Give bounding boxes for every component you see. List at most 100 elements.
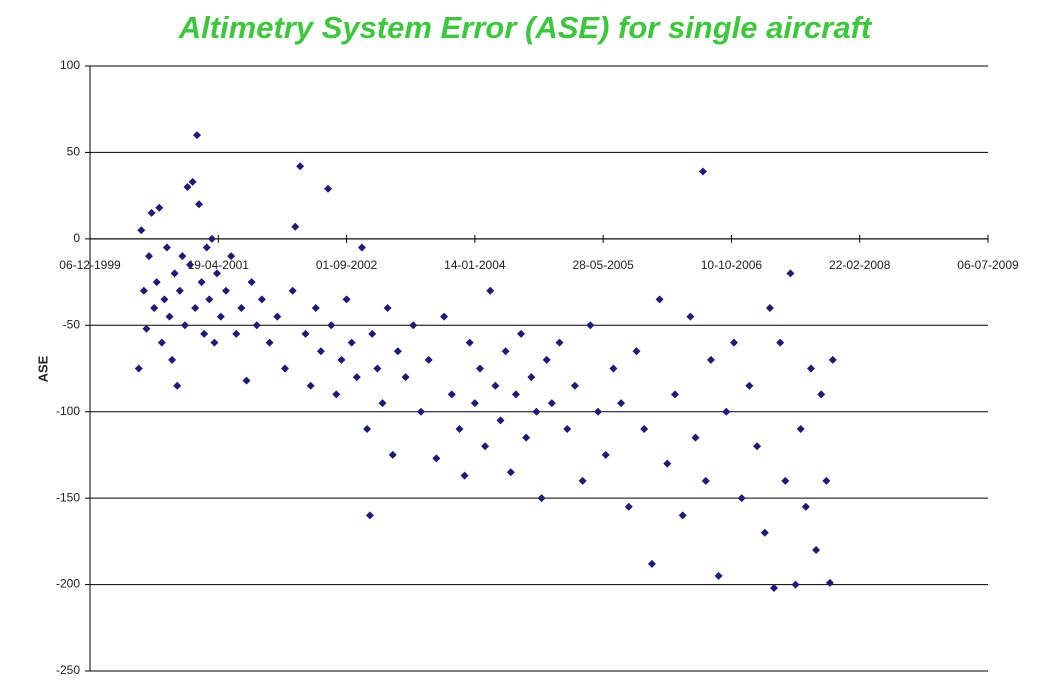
point [517,329,526,338]
point [247,278,256,287]
point [291,222,300,231]
point [737,494,746,503]
point [152,278,161,287]
point [155,203,164,212]
point [822,476,831,485]
point [801,502,810,511]
x-tick-label: 01-09-2002 [316,258,378,272]
point [786,269,795,278]
point [357,243,366,252]
point [242,376,251,385]
x-tick-label: 22-02-2008 [829,258,891,272]
point [416,407,425,416]
point [806,364,815,373]
point [168,355,177,364]
x-tick-label: 06-07-2009 [957,258,1019,272]
point [265,338,274,347]
x-tick-label: 14-01-2004 [444,258,506,272]
point [663,459,672,468]
point [192,131,201,140]
point [393,347,402,356]
point [311,304,320,312]
point [137,226,146,235]
point [460,471,469,480]
point [486,286,495,295]
point [373,364,382,373]
point [207,234,216,243]
point [186,260,195,269]
point [424,355,433,364]
point [301,329,310,338]
point [180,321,189,330]
point [200,329,209,338]
point [586,321,595,330]
point [160,295,169,304]
point [447,390,456,399]
point [686,312,695,321]
point [409,321,418,330]
point [455,425,464,433]
point [363,425,372,433]
point [729,338,738,347]
point [232,329,241,338]
point [511,390,520,399]
point [828,355,837,364]
point [202,243,211,252]
point [162,243,171,252]
point [706,355,715,364]
y-tick-label: 100 [60,58,80,72]
point [640,425,649,433]
point [316,347,325,356]
point [655,295,664,304]
point [547,399,556,408]
point [188,177,197,186]
point [745,381,754,390]
point [388,450,397,459]
point [213,269,222,278]
point [501,347,510,356]
point [142,324,151,333]
point [150,304,159,312]
point [470,399,479,408]
point [527,373,536,382]
point [776,338,785,347]
point [342,295,351,304]
point [347,338,356,347]
point [173,381,182,390]
point [812,546,821,554]
point [491,381,500,390]
point [537,494,546,503]
point [139,286,148,295]
y-tick-label: -50 [63,317,81,331]
point [506,468,515,477]
y-tick-label: -250 [56,663,80,677]
y-tick-label: 50 [67,145,81,159]
x-tick-label: 28-05-2005 [572,258,634,272]
point [760,528,769,537]
point [401,373,410,382]
y-tick-label: 0 [73,231,80,245]
point [609,364,618,373]
point [781,476,790,485]
x-tick-label: 06-12-1999 [59,258,121,272]
point [522,433,531,442]
x-tick-label: 19-04-2001 [188,258,250,272]
point [475,364,484,373]
point [195,200,204,209]
point [563,425,572,433]
point [337,355,346,364]
point [617,399,626,408]
point [691,433,700,442]
point [288,286,297,295]
point [237,304,246,312]
point [624,502,633,511]
point [555,338,564,347]
chart-title: Altimetry System Error (ASE) for single … [178,10,873,45]
point [327,321,336,330]
point [273,312,282,321]
point [197,278,206,287]
point [770,584,779,593]
point [191,304,200,312]
point [378,399,387,408]
